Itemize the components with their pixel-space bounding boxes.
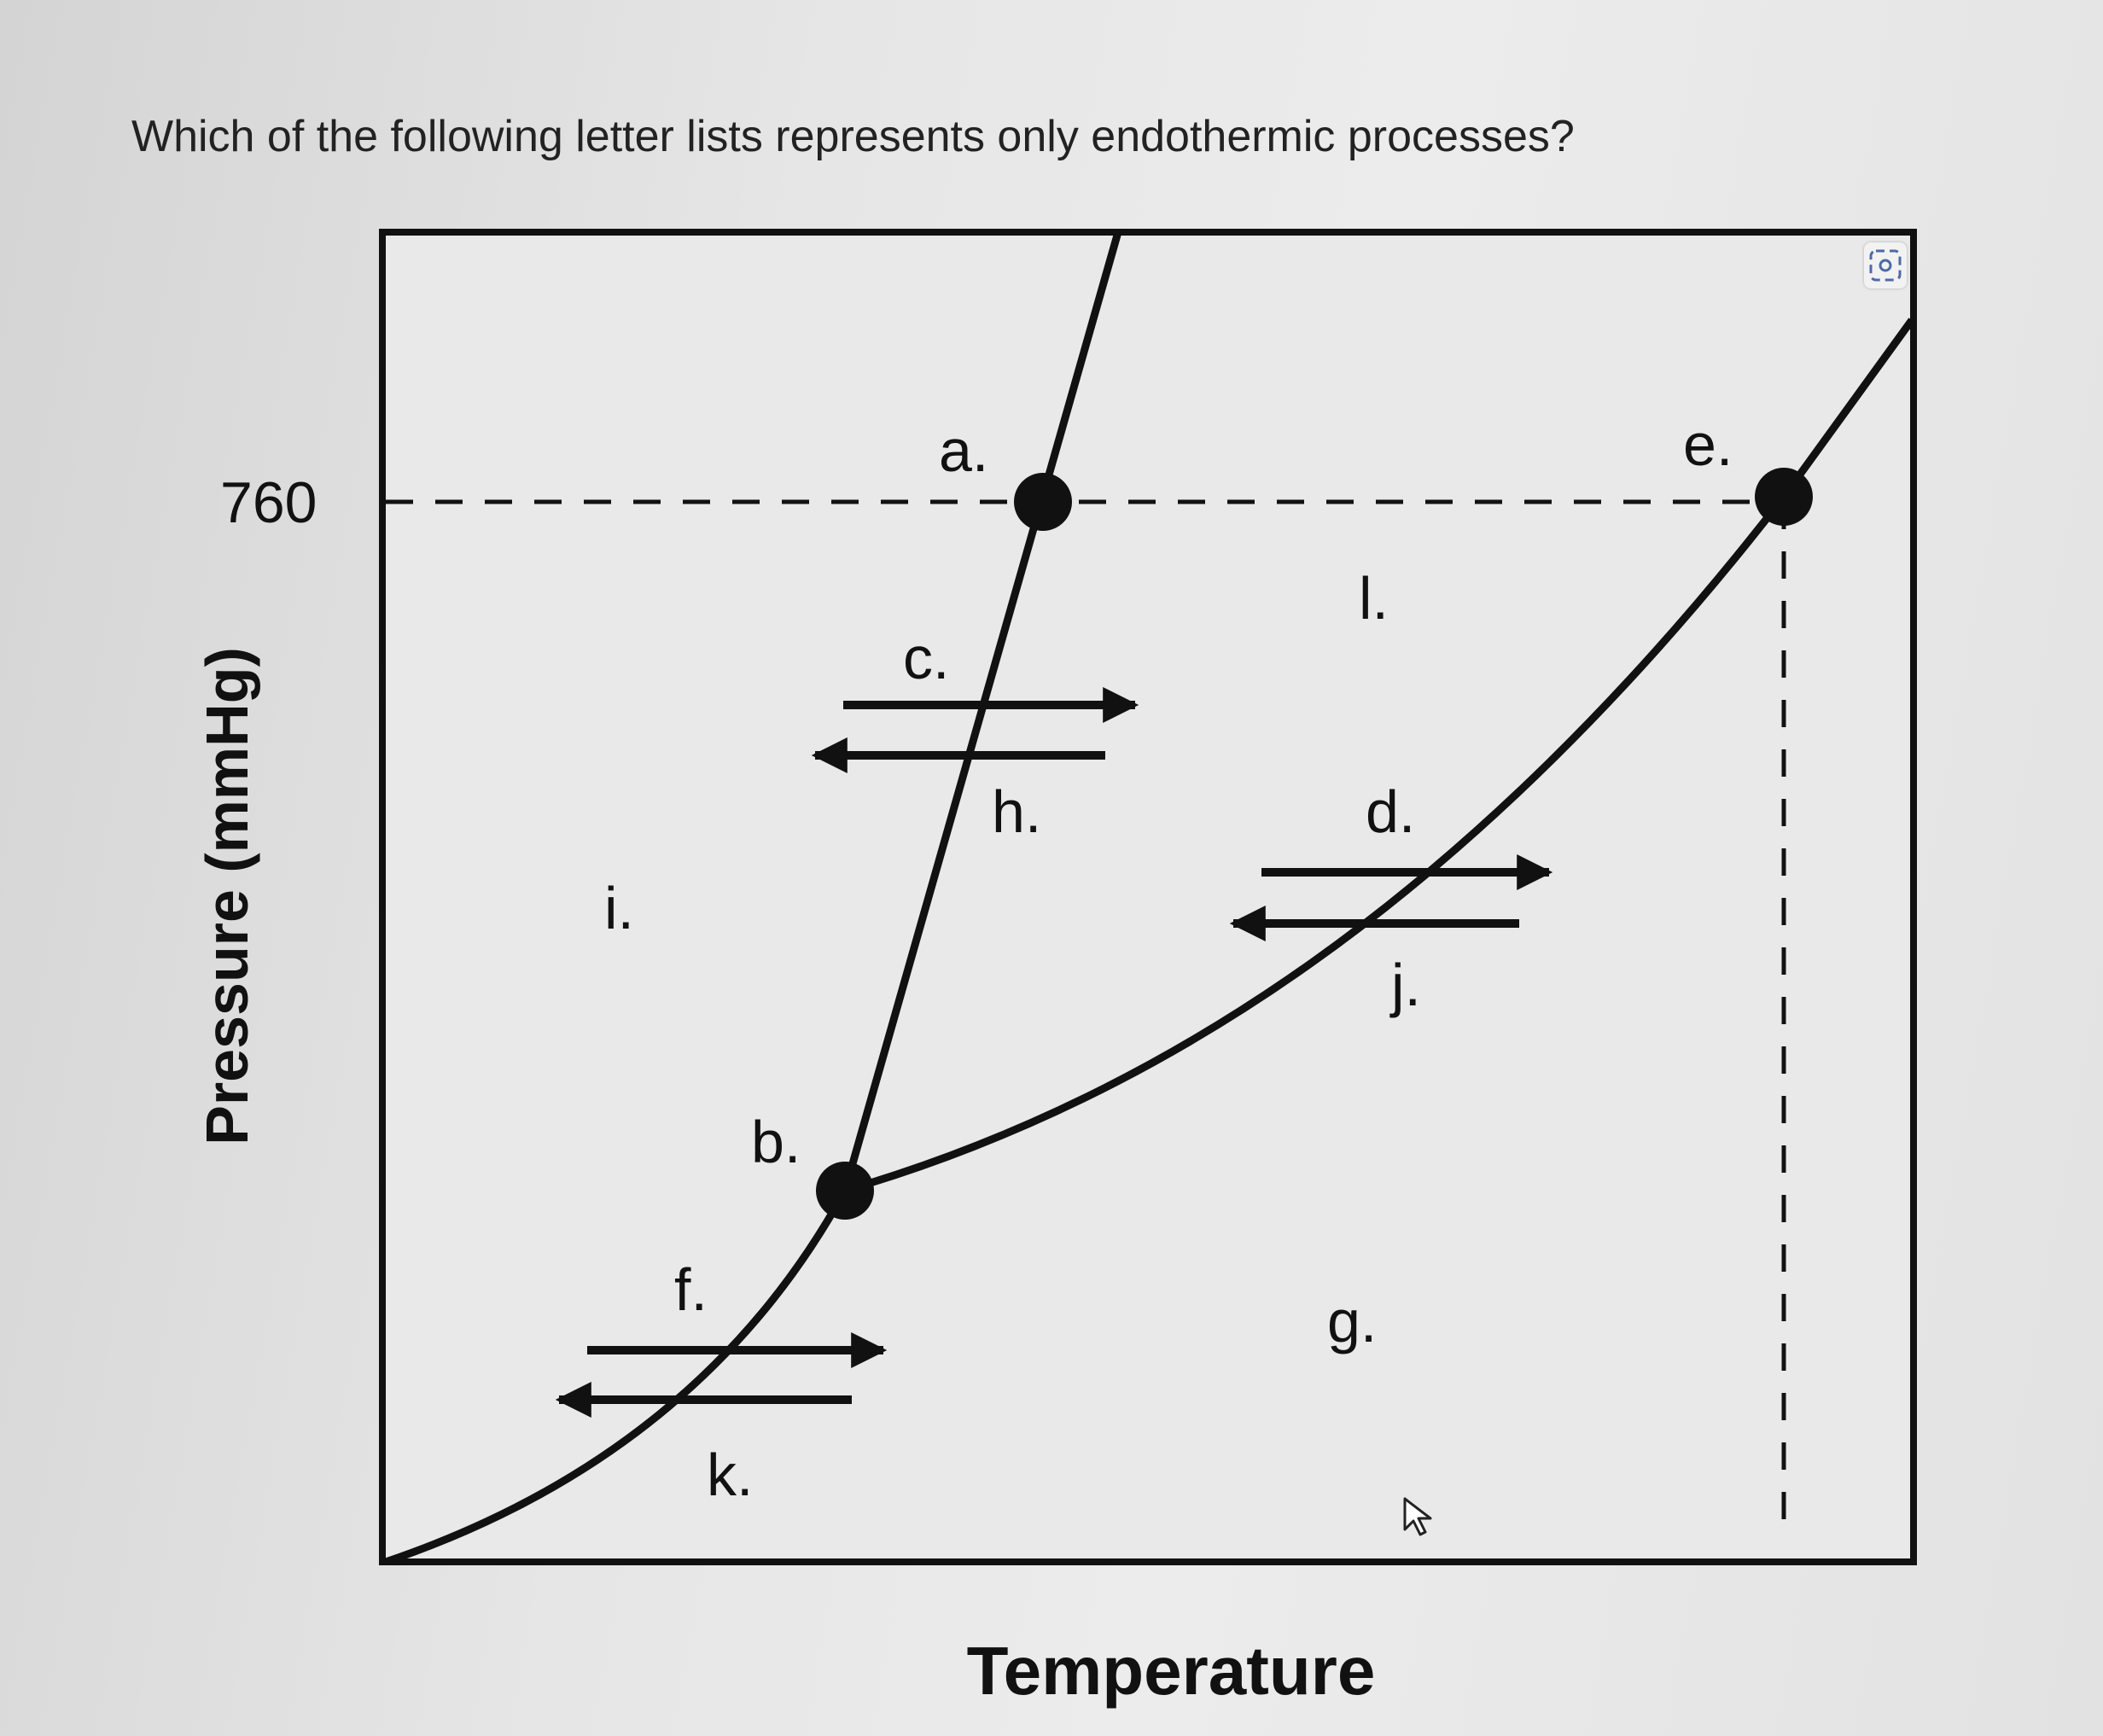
- y-axis-title: Pressure (mmHg): [194, 647, 260, 1145]
- solid-gas-curve: [384, 1188, 848, 1562]
- triple-point-marker: [816, 1162, 874, 1220]
- label-k: k.: [707, 1442, 753, 1508]
- label-e: e.: [1683, 411, 1733, 478]
- normal-boiling-point-marker: [1755, 468, 1813, 526]
- normal-melting-point-marker: [1014, 473, 1072, 531]
- label-l: l.: [1359, 565, 1389, 632]
- solid-liquid-curve: [841, 232, 1122, 1192]
- question-text: Which of the following letter lists repr…: [131, 112, 1575, 161]
- label-b: b.: [751, 1109, 801, 1175]
- label-c: c.: [903, 625, 949, 691]
- label-h: h.: [992, 778, 1041, 845]
- liquid-gas-curve: [843, 317, 1914, 1195]
- y-tick-760: 760: [220, 470, 317, 535]
- label-f: f.: [674, 1256, 708, 1323]
- label-j: j.: [1389, 952, 1421, 1018]
- mouse-cursor-icon: [1403, 1497, 1432, 1536]
- label-i: i.: [604, 875, 634, 941]
- label-d: d.: [1366, 778, 1415, 845]
- plot-frame: [379, 229, 1917, 1565]
- label-g: g.: [1327, 1288, 1377, 1354]
- label-a: a.: [939, 417, 988, 484]
- x-axis-title: Temperature: [967, 1633, 1376, 1709]
- camera-icon: [1869, 249, 1902, 282]
- image-action-button[interactable]: [1864, 242, 1907, 288]
